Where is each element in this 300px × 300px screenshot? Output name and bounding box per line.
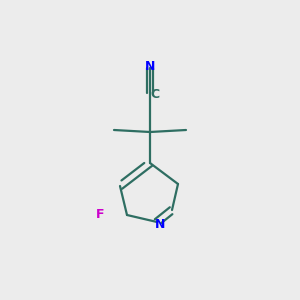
Text: N: N bbox=[155, 218, 165, 230]
Text: C: C bbox=[150, 88, 160, 100]
Text: N: N bbox=[145, 59, 155, 73]
Text: F: F bbox=[96, 208, 104, 221]
